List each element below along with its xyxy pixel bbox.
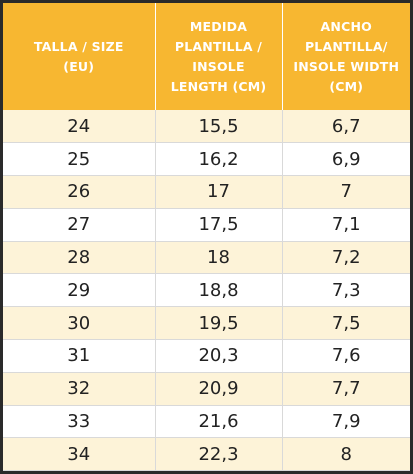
width-cell: 7,2 xyxy=(282,241,410,275)
header-insole-width: ANCHO PLANTILLA/ INSOLE WIDTH (CM) xyxy=(282,3,410,110)
width-cell: 7,5 xyxy=(282,306,410,341)
length-cell: 22,3 xyxy=(155,437,283,472)
length-cell: 19,5 xyxy=(155,306,283,341)
table-row: 30 19,5 7,5 xyxy=(3,306,410,341)
length-cell: 21,6 xyxy=(155,405,283,439)
length-cell: 16,2 xyxy=(155,142,283,177)
header-insole-length: MEDIDA PLANTILLA / INSOLE LENGTH (CM) xyxy=(155,3,283,110)
width-cell: 7,3 xyxy=(282,273,410,308)
header-line: ANCHO xyxy=(320,18,372,34)
table-row: 32 20,9 7,7 xyxy=(3,372,410,406)
size-cell: 27 xyxy=(3,208,156,242)
length-cell: 18,8 xyxy=(155,273,283,308)
table-row: 29 18,8 7,3 xyxy=(3,273,410,308)
header-line: PLANTILLA / xyxy=(174,38,263,54)
size-cell: 28 xyxy=(3,241,156,275)
header-line: MEDIDA xyxy=(189,18,248,34)
header-line: (EU) xyxy=(63,58,95,74)
header-line: PLANTILLA/ xyxy=(304,38,388,54)
size-cell: 34 xyxy=(3,437,156,472)
header-line: TALLA / SIZE xyxy=(33,38,124,54)
width-cell: 7,7 xyxy=(282,372,410,406)
size-cell: 26 xyxy=(3,175,156,209)
table-row: 28 18 7,2 xyxy=(3,241,410,275)
header-size-eu: TALLA / SIZE (EU) xyxy=(3,3,156,110)
header-row: TALLA / SIZE (EU) MEDIDA PLANTILLA / INS… xyxy=(3,3,410,110)
size-cell: 32 xyxy=(3,372,156,406)
length-cell: 20,3 xyxy=(155,339,283,373)
table-row: 24 15,5 6,7 xyxy=(3,110,410,144)
table-row: 26 17 7 xyxy=(3,175,410,209)
length-cell: 15,5 xyxy=(155,110,283,144)
size-cell: 31 xyxy=(3,339,156,373)
width-cell: 7,1 xyxy=(282,208,410,242)
header-line: INSOLE WIDTH xyxy=(293,58,400,74)
width-cell: 6,7 xyxy=(282,110,410,144)
length-cell: 17 xyxy=(155,175,283,209)
width-cell: 7,9 xyxy=(282,405,410,439)
width-cell: 7 xyxy=(282,175,410,209)
table-row: 25 16,2 6,9 xyxy=(3,142,410,177)
size-cell: 30 xyxy=(3,306,156,341)
length-cell: 17,5 xyxy=(155,208,283,242)
width-cell: 7,6 xyxy=(282,339,410,373)
size-cell: 33 xyxy=(3,405,156,439)
size-chart-table: TALLA / SIZE (EU) MEDIDA PLANTILLA / INS… xyxy=(3,3,410,472)
header-line: INSOLE xyxy=(192,58,245,74)
size-cell: 29 xyxy=(3,273,156,308)
size-cell: 25 xyxy=(3,142,156,177)
length-cell: 20,9 xyxy=(155,372,283,406)
table-row: 33 21,6 7,9 xyxy=(3,405,410,439)
width-cell: 6,9 xyxy=(282,142,410,177)
size-cell: 24 xyxy=(3,110,156,144)
header-line: (CM) xyxy=(329,78,364,94)
length-cell: 18 xyxy=(155,241,283,275)
table-row: 27 17,5 7,1 xyxy=(3,208,410,242)
width-cell: 8 xyxy=(282,437,410,472)
header-line: LENGTH (CM) xyxy=(170,78,267,94)
table-row: 31 20,3 7,6 xyxy=(3,339,410,373)
table-row: 34 22,3 8 xyxy=(3,437,410,472)
